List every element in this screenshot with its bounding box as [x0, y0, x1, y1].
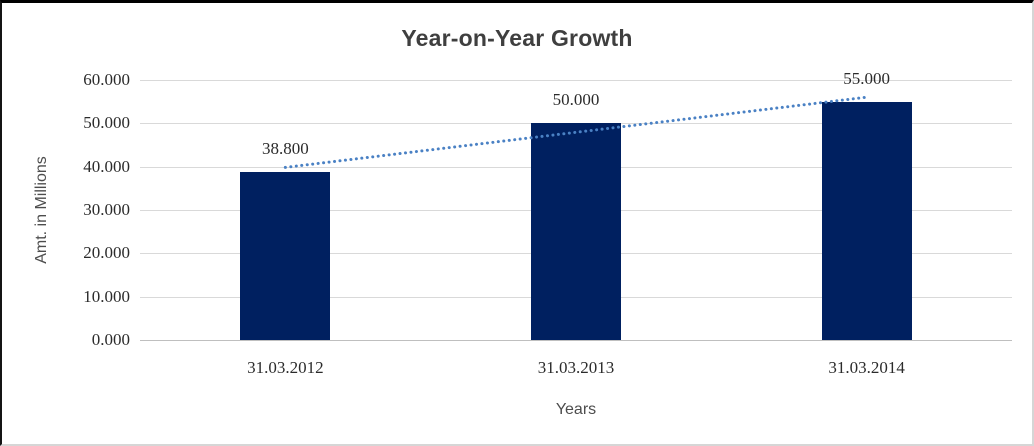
x-axis-line: [140, 340, 1012, 341]
bar-31.03.2012: [240, 171, 331, 340]
x-axis-title: Years: [555, 401, 597, 418]
y-tick-label: 40.000: [83, 156, 130, 176]
y-tick-label: 60.000: [83, 70, 130, 89]
y-tick-label: 10.000: [83, 286, 130, 306]
gridline: [140, 80, 1012, 81]
bar-value-label: 38.800: [261, 138, 309, 158]
y-tick-label: 50.000: [83, 113, 130, 133]
chart-title: Year-on-Year Growth: [401, 25, 633, 51]
trendline-segment: [283, 95, 869, 169]
bar-value-label: 55.000: [843, 68, 891, 88]
bar-31.03.2014: [821, 101, 912, 340]
y-tick-label: 20.000: [83, 243, 130, 263]
plot-area: [140, 80, 1012, 341]
bar-value-label: 50.000: [552, 90, 600, 110]
x-tick-label: 31.03.2014: [828, 358, 905, 377]
bar-31.03.2013: [531, 123, 621, 340]
x-tick-label: 31.03.2012: [247, 358, 324, 377]
y-tick-label: 30.000: [83, 200, 130, 219]
x-tick-label: 31.03.2013: [537, 358, 615, 377]
trendline: [283, 95, 869, 169]
y-tick-label: 0.000: [91, 330, 130, 349]
